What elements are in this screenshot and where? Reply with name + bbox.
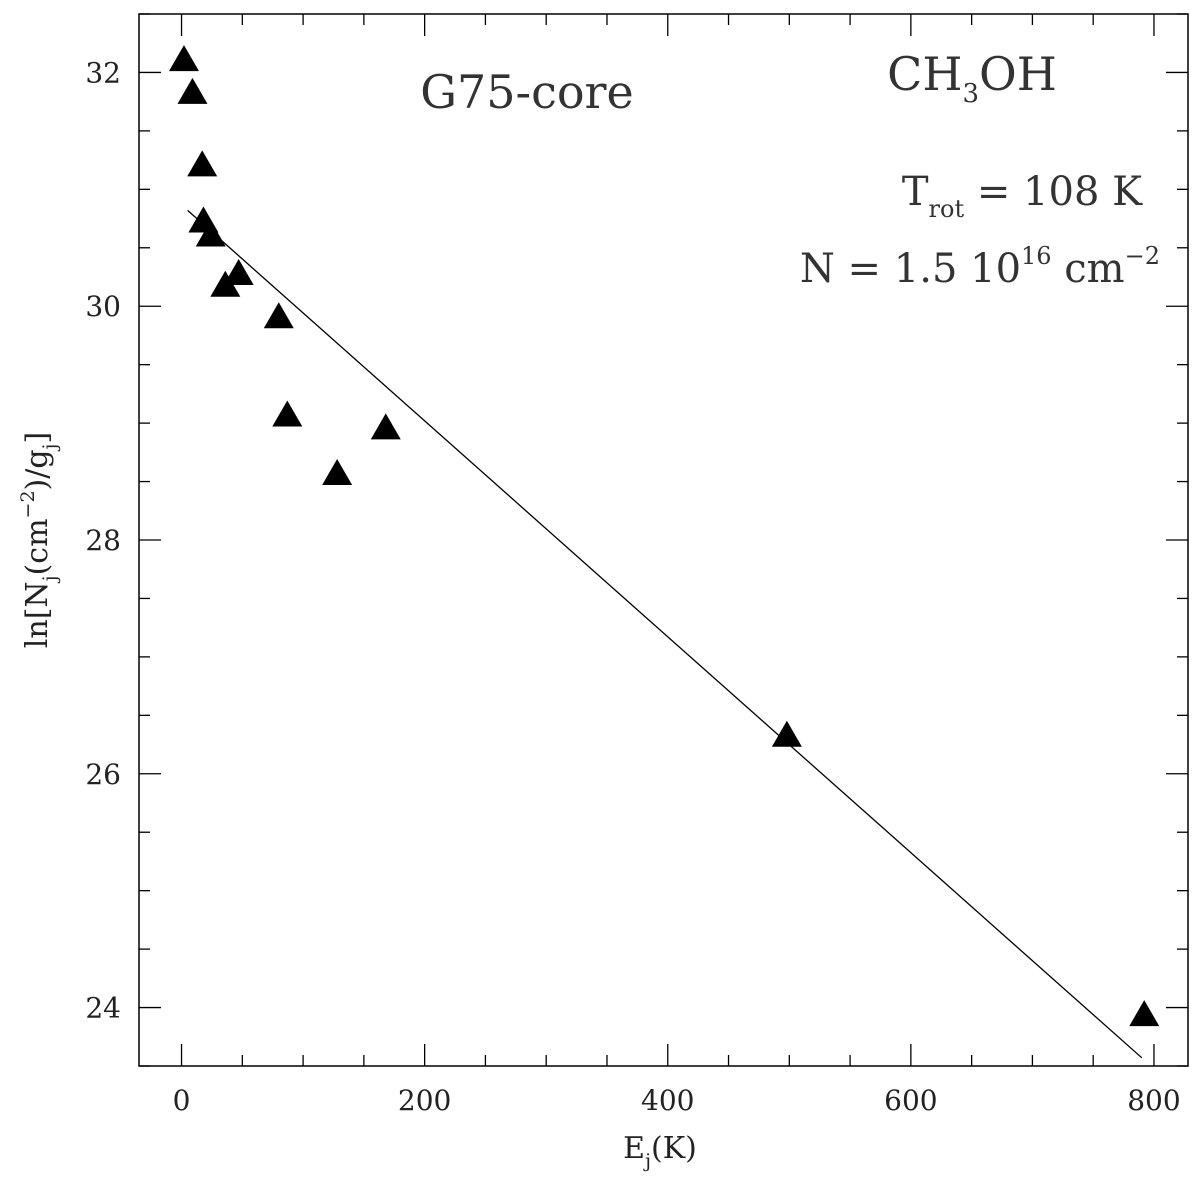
data-markers xyxy=(168,45,1160,1027)
x-axis-tick-labels: 0 200 400 600 800 xyxy=(173,1084,1181,1117)
y-tick-label: 30 xyxy=(85,290,121,323)
data-point-triangle xyxy=(272,400,303,427)
y-tick-label: 32 xyxy=(85,56,121,89)
y-axis-ticks xyxy=(139,13,1188,1067)
data-point-triangle xyxy=(195,220,226,247)
y-axis-title-part1: ln[N xyxy=(20,581,55,648)
y-axis-title-sub1: j xyxy=(39,575,61,583)
data-point-triangle xyxy=(168,45,199,72)
data-point-triangle xyxy=(322,458,353,485)
trot-symbol: T xyxy=(902,169,929,215)
y-tick-label: 24 xyxy=(85,992,121,1025)
y-axis-tick-labels: 24 26 28 30 32 xyxy=(85,56,121,1024)
column-density-unit-exponent: −2 xyxy=(1125,242,1160,270)
x-axis-title: Ej(K) xyxy=(623,1131,697,1172)
y-axis-title-sup: −2 xyxy=(17,490,39,518)
x-axis-title-unit: (K) xyxy=(651,1131,697,1166)
trot-value: = 108 K xyxy=(964,169,1143,215)
data-point-triangle xyxy=(1129,1000,1160,1027)
y-axis-title-part2: (cm xyxy=(20,518,55,575)
data-point-triangle xyxy=(223,259,254,286)
molecule-base: CH xyxy=(887,47,962,101)
y-axis-title: ln[Nj(cm−2)/gj] xyxy=(17,432,61,648)
chart-title: G75-core xyxy=(420,65,634,119)
trot-subscript: rot xyxy=(929,195,965,223)
column-density-unit: cm xyxy=(1052,246,1125,292)
data-point-triangle xyxy=(370,413,401,440)
data-point-triangle xyxy=(177,77,208,104)
data-point-triangle xyxy=(771,720,802,747)
trot-annotation: Trot = 108 K xyxy=(902,169,1143,223)
y-tick-label: 28 xyxy=(85,524,121,557)
y-tick-label: 26 xyxy=(85,758,121,791)
column-density-value: N = 1.5 10 xyxy=(800,246,1021,292)
y-axis-title-sub2: j xyxy=(39,444,61,452)
y-axis-title-part4: ] xyxy=(20,432,55,444)
molecule-subscript: 3 xyxy=(962,79,979,109)
data-point-triangle xyxy=(263,302,294,329)
x-tick-label: 0 xyxy=(173,1084,191,1117)
x-axis-title-subscript: j xyxy=(643,1150,651,1172)
column-density-exponent: 16 xyxy=(1021,242,1052,270)
molecule-label: CH3OH xyxy=(887,47,1057,109)
x-tick-label: 800 xyxy=(1127,1084,1180,1117)
molecule-tail: OH xyxy=(979,47,1057,101)
x-tick-label: 600 xyxy=(884,1084,937,1117)
x-tick-label: 200 xyxy=(398,1084,451,1117)
x-tick-label: 400 xyxy=(641,1084,694,1117)
x-axis-title-base: E xyxy=(623,1131,645,1166)
x-axis-ticks xyxy=(180,14,1155,1066)
y-axis-title-part3: )/g xyxy=(20,449,55,490)
data-point-triangle xyxy=(187,150,218,177)
fit-line xyxy=(187,209,1143,1059)
column-density-annotation: N = 1.5 1016 cm−2 xyxy=(800,242,1160,292)
